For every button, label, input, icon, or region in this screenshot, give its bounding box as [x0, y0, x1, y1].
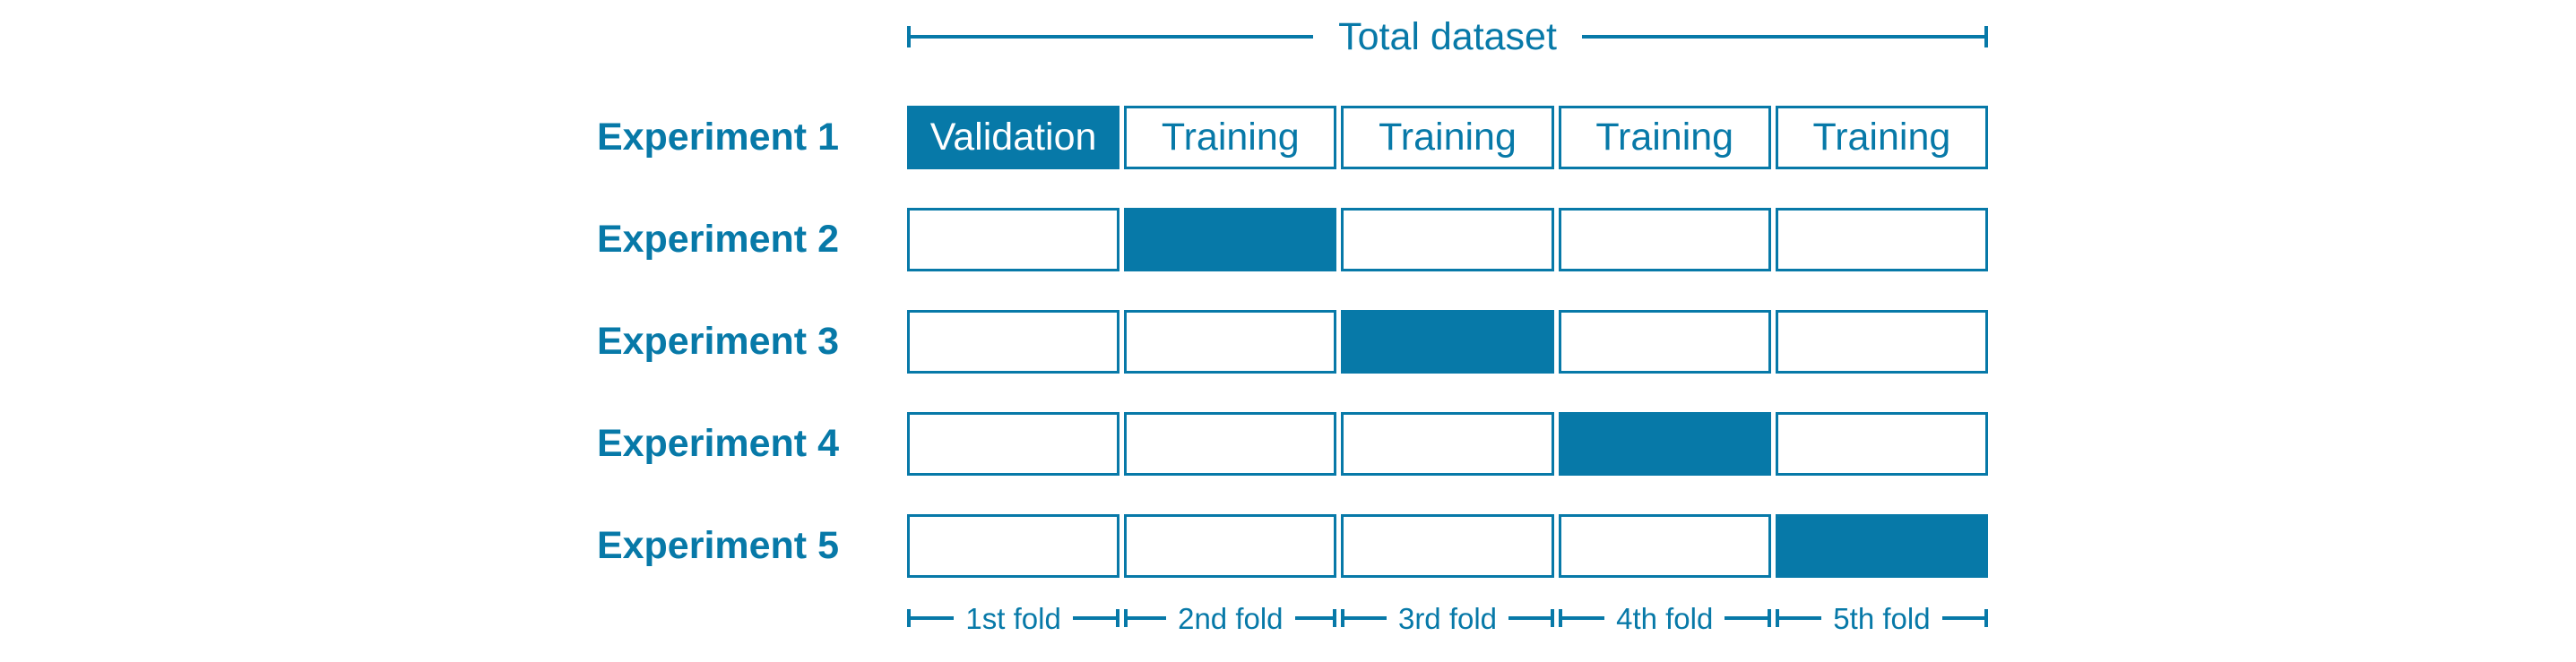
exp1-fold3-training-cell: Training	[1341, 106, 1554, 169]
fold-5-bracket: 5th fold	[1775, 597, 1989, 640]
total-dataset-bracket: Total dataset	[907, 14, 1989, 58]
fold-3-tick-left	[1341, 609, 1345, 627]
experiment-5-cells	[907, 514, 1989, 578]
exp3-fold5-cell	[1775, 310, 1989, 374]
fold-2-line-left	[1128, 616, 1167, 620]
exp5-fold2-cell	[1124, 514, 1337, 578]
experiment-1-row: Experiment 1 Validation Training Trainin…	[0, 106, 1989, 169]
experiment-2-label: Experiment 2	[596, 218, 839, 261]
fold-4-bracket: 4th fold	[1558, 597, 1771, 640]
experiment-rows: Experiment 1 Validation Training Trainin…	[0, 106, 1989, 578]
exp4-fold1-cell	[907, 412, 1120, 476]
experiment-4-row: Experiment 4	[0, 412, 1989, 476]
fold-4-tick-right	[1767, 609, 1771, 627]
fold-1-label: 1st fold	[965, 601, 1061, 635]
fold-2-tick-left	[1124, 609, 1128, 627]
fold-3-bracket: 3rd fold	[1341, 597, 1554, 640]
fold-3-tick-right	[1550, 609, 1554, 627]
fold-3-line-right	[1508, 616, 1551, 620]
bracket-line-right	[1581, 35, 1985, 39]
exp3-fold3-validation-cell	[1341, 310, 1554, 374]
experiment-5-row: Experiment 5	[0, 514, 1989, 578]
experiment-3-cells	[907, 310, 1989, 374]
exp4-fold4-validation-cell	[1558, 412, 1771, 476]
exp5-fold5-validation-cell	[1775, 514, 1989, 578]
fold-1-tick-right	[1116, 609, 1120, 627]
fold-2-line-right	[1294, 616, 1334, 620]
fold-1-bracket: 1st fold	[907, 597, 1120, 640]
fold-3-line-left	[1344, 616, 1387, 620]
fold-5-line-left	[1778, 616, 1822, 620]
exp1-fold5-training-cell: Training	[1775, 106, 1989, 169]
fold-2-tick-right	[1333, 609, 1337, 627]
exp4-fold2-cell	[1124, 412, 1337, 476]
fold-4-line-right	[1725, 616, 1768, 620]
experiment-3-row: Experiment 3	[0, 310, 1989, 374]
exp1-fold1-validation-cell: Validation	[907, 106, 1120, 169]
experiment-1-label: Experiment 1	[596, 116, 839, 159]
fold-5-label: 5th fold	[1833, 601, 1931, 635]
total-dataset-label: Total dataset	[1338, 14, 1557, 58]
fold-4-line-left	[1561, 616, 1605, 620]
experiment-3-label: Experiment 3	[596, 320, 839, 363]
exp3-fold4-cell	[1558, 310, 1771, 374]
exp4-fold3-cell	[1341, 412, 1554, 476]
fold-1-line-left	[911, 616, 955, 620]
fold-5-line-right	[1941, 616, 1985, 620]
fold-2-bracket: 2nd fold	[1124, 597, 1337, 640]
exp2-fold4-cell	[1558, 208, 1771, 271]
fold-4-tick-left	[1558, 609, 1562, 627]
fold-1-tick-left	[907, 609, 911, 627]
exp5-fold1-cell	[907, 514, 1120, 578]
experiment-1-cells: Validation Training Training Training Tr…	[907, 106, 1989, 169]
exp1-fold2-training-cell: Training	[1124, 106, 1337, 169]
exp5-fold4-cell	[1558, 514, 1771, 578]
bracket-line-left	[911, 35, 1314, 39]
exp2-fold2-validation-cell	[1124, 208, 1337, 271]
fold-2-label: 2nd fold	[1178, 601, 1284, 635]
bracket-tick-right	[1984, 26, 1989, 47]
bracket-tick-left	[907, 26, 911, 47]
exp2-fold3-cell	[1341, 208, 1554, 271]
experiment-5-label: Experiment 5	[596, 524, 839, 567]
fold-3-label: 3rd fold	[1397, 601, 1498, 635]
exp1-fold4-training-cell: Training	[1558, 106, 1771, 169]
exp3-fold2-cell	[1124, 310, 1337, 374]
exp4-fold5-cell	[1775, 412, 1989, 476]
experiment-2-cells	[907, 208, 1989, 271]
fold-5-tick-left	[1775, 609, 1779, 627]
fold-4-label: 4th fold	[1616, 601, 1714, 635]
fold-1-line-right	[1072, 616, 1117, 620]
exp2-fold5-cell	[1775, 208, 1989, 271]
exp5-fold3-cell	[1341, 514, 1554, 578]
exp3-fold1-cell	[907, 310, 1120, 374]
experiment-4-label: Experiment 4	[596, 422, 839, 465]
experiment-4-cells	[907, 412, 1989, 476]
fold-brackets: 1st fold 2nd fold 3rd fold 4th fold	[907, 597, 1989, 640]
fold-5-tick-right	[1984, 609, 1989, 627]
experiment-2-row: Experiment 2	[0, 208, 1989, 271]
exp2-fold1-cell	[907, 208, 1120, 271]
